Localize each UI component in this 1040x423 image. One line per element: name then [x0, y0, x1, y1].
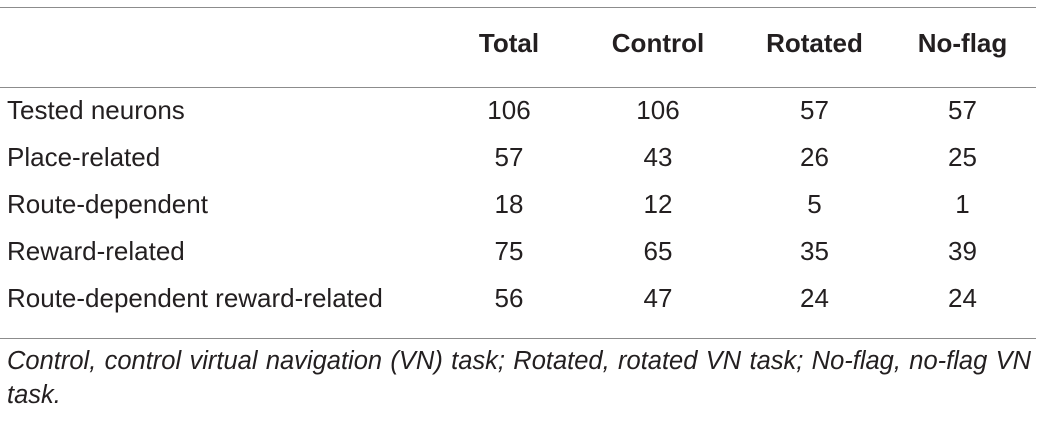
cell-total: 18: [494, 189, 524, 219]
row-label: Route-dependent: [7, 189, 208, 219]
table-row: Route-dependent 18 12 5 1: [0, 181, 1036, 228]
cell-no-flag: 25: [948, 142, 977, 172]
header-no-flag: No-flag: [917, 28, 1008, 58]
cell-no-flag: 39: [948, 236, 977, 266]
table-top-rule: [0, 7, 1036, 8]
cell-no-flag: 24: [948, 283, 977, 313]
cell-control: 106: [636, 95, 680, 125]
table-row: Tested neurons 106 106 57 57: [0, 87, 1036, 134]
cell-no-flag: 1: [955, 189, 970, 219]
row-label: Route-dependent reward-related: [7, 283, 383, 313]
header-total: Total: [478, 28, 540, 58]
cell-rotated: 26: [800, 142, 829, 172]
table-header-rule: [0, 87, 1036, 88]
cell-rotated: 5: [807, 189, 822, 219]
cell-control: 47: [643, 283, 673, 313]
header-control: Control: [611, 28, 705, 58]
table-bottom-rule: [0, 338, 1036, 339]
cell-control: 65: [643, 236, 673, 266]
table-header-row: Total Control Rotated No-flag: [0, 18, 1036, 68]
row-label: Place-related: [7, 142, 161, 172]
row-label: Tested neurons: [7, 95, 185, 125]
table-row: Place-related 57 43 26 25: [0, 134, 1036, 181]
cell-rotated: 35: [800, 236, 829, 266]
table-row: Route-dependent reward-related 56 47 24 …: [0, 275, 1036, 322]
cell-rotated: 24: [800, 283, 829, 313]
cell-total: 56: [494, 283, 524, 313]
cell-total: 75: [494, 236, 524, 266]
table-footnote: Control, control virtual navigation (VN)…: [7, 347, 1031, 409]
cell-no-flag: 57: [948, 95, 977, 125]
cell-control: 12: [643, 189, 673, 219]
cell-rotated: 57: [800, 95, 829, 125]
header-row-label: [0, 18, 442, 68]
cell-total: 57: [494, 142, 524, 172]
table-row: Reward-related 75 65 35 39: [0, 228, 1036, 275]
cell-total: 106: [487, 95, 531, 125]
row-label: Reward-related: [7, 236, 185, 266]
cell-control: 43: [643, 142, 673, 172]
header-rotated: Rotated: [766, 28, 863, 58]
neuron-counts-table: Total Control Rotated No-flag Tested neu…: [0, 18, 1036, 322]
